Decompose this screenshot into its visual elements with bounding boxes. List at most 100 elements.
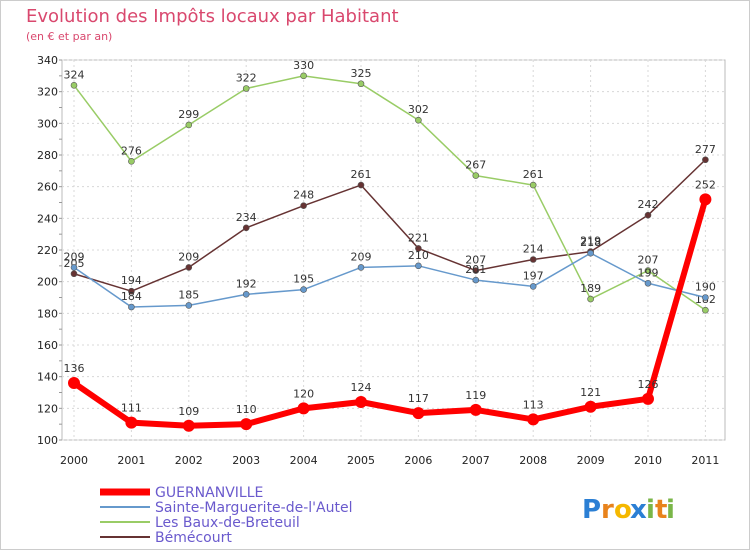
- data-point: [242, 85, 250, 92]
- y-tick-label: 160: [37, 339, 58, 352]
- data-label: 218: [580, 236, 601, 249]
- data-point: [529, 181, 537, 189]
- x-tick-label: 2001: [117, 454, 145, 467]
- legend: GUERNANVILLESainte-Marguerite-de-l'Autel…: [100, 485, 352, 546]
- data-label: 252: [695, 178, 716, 191]
- data-point: [300, 202, 307, 209]
- data-label: 136: [64, 362, 85, 375]
- data-point: [128, 303, 135, 311]
- data-point: [70, 82, 78, 89]
- data-label: 195: [293, 273, 314, 286]
- data-point: [300, 72, 307, 80]
- data-point: [644, 267, 652, 274]
- plot-area: 100 120 140 160 180 200 220 240 260 280 300 320 340 2…: [37, 54, 726, 467]
- data-label: 210: [408, 249, 429, 262]
- y-tick-label: 340: [37, 54, 58, 67]
- data-point: [469, 403, 482, 416]
- series-line-3: [73, 159, 707, 292]
- data-label: 189: [580, 282, 601, 295]
- x-tick-label: 2011: [691, 454, 719, 467]
- data-label: 197: [523, 269, 544, 282]
- series-line-0: [71, 196, 709, 429]
- y-tick-label: 100: [37, 434, 58, 447]
- logo-letter: o: [614, 495, 632, 525]
- data-label: 111: [121, 402, 142, 415]
- logo-letter: i: [666, 495, 675, 525]
- data-point: [472, 276, 480, 284]
- data-point: [702, 306, 709, 314]
- data-label: 205: [64, 257, 85, 270]
- x-tick-label: 2003: [232, 454, 260, 467]
- series-line-2: [73, 75, 707, 311]
- data-point: [415, 116, 422, 124]
- chart-subtitle: (en € et par an): [26, 30, 112, 43]
- data-label: 299: [178, 108, 199, 121]
- data-label: 194: [121, 274, 142, 287]
- data-point: [702, 156, 709, 164]
- data-label: 185: [178, 288, 199, 301]
- x-tick-label: 2002: [175, 454, 203, 467]
- x-tick-label: 2009: [577, 454, 605, 467]
- data-point: [240, 418, 253, 431]
- logo-letter: t: [655, 495, 667, 525]
- data-label: 209: [178, 250, 199, 263]
- logo-letter: P: [582, 495, 601, 525]
- data-point: [70, 264, 78, 271]
- data-label: 214: [523, 243, 544, 256]
- data-point: [355, 396, 367, 408]
- data-point: [415, 262, 422, 270]
- y-tick-label: 260: [37, 181, 58, 194]
- data-point: [529, 256, 537, 263]
- data-point: [642, 392, 654, 405]
- data-point: [185, 302, 193, 309]
- data-label: 277: [695, 143, 716, 156]
- data-point: [242, 224, 250, 232]
- data-label: 209: [351, 250, 372, 263]
- data-label: 199: [638, 266, 659, 279]
- logo-letter: x: [630, 495, 647, 525]
- x-tick-label: 2005: [347, 454, 375, 467]
- x-tick-label: 2004: [290, 454, 318, 467]
- series-line-1: [73, 252, 707, 308]
- data-point: [300, 286, 307, 293]
- data-label: 261: [351, 168, 372, 181]
- data-label: 302: [408, 103, 429, 116]
- data-point: [644, 279, 652, 287]
- data-label: 234: [236, 211, 257, 224]
- data-label: 109: [178, 405, 199, 418]
- data-point: [128, 287, 135, 295]
- data-point: [68, 377, 80, 389]
- y-tick-label: 280: [37, 149, 58, 162]
- data-point: [472, 172, 480, 179]
- y-tick-label: 320: [37, 86, 58, 99]
- data-label: 110: [236, 403, 257, 416]
- data-label: 219: [580, 235, 601, 248]
- legend-label-3: Bémécourt: [155, 530, 232, 546]
- data-point: [415, 245, 422, 252]
- data-label: 242: [638, 198, 659, 211]
- data-point: [185, 264, 193, 271]
- data-point: [644, 211, 652, 219]
- data-point: [702, 294, 709, 301]
- data-point: [412, 407, 425, 420]
- y-tick-label: 120: [37, 402, 58, 415]
- data-point: [297, 402, 310, 415]
- y-tick-label: 240: [37, 212, 58, 225]
- data-label: 207: [465, 254, 486, 267]
- x-tick-label: 2007: [462, 454, 490, 467]
- data-label: 190: [695, 281, 716, 294]
- y-tick-label: 220: [37, 244, 58, 257]
- x-tick-label: 2008: [519, 454, 547, 467]
- logo-letter: i: [646, 495, 655, 525]
- data-label: 201: [465, 263, 486, 276]
- x-tick-label: 2010: [634, 454, 662, 467]
- y-tick-label: 300: [37, 117, 58, 130]
- data-label: 117: [408, 392, 429, 405]
- data-label: 325: [351, 67, 372, 80]
- data-label: 322: [236, 72, 257, 85]
- logo-letter: r: [601, 495, 614, 525]
- data-point: [472, 267, 480, 274]
